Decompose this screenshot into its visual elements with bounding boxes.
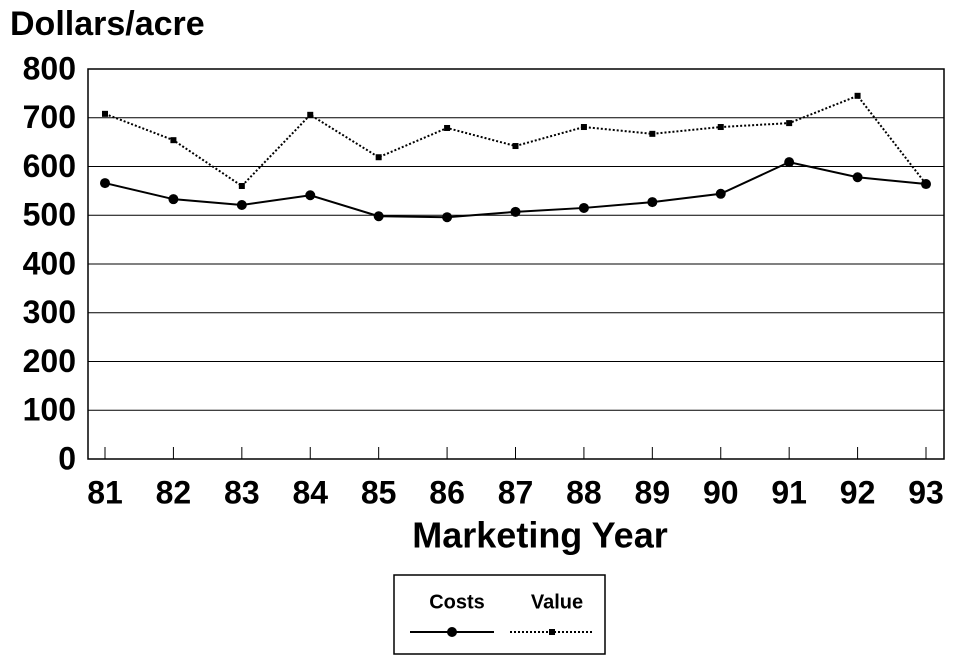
y-axis-title: Dollars/acre — [10, 5, 205, 43]
point — [442, 212, 453, 223]
y-tick-label: 100 — [23, 392, 76, 428]
y-tick-label: 300 — [23, 294, 76, 330]
y-tick-label: 400 — [23, 245, 76, 281]
x-tick-label: 89 — [635, 474, 671, 510]
point — [444, 124, 451, 131]
point — [100, 178, 110, 189]
x-tick-label: 93 — [908, 474, 944, 510]
point — [717, 124, 724, 131]
point — [549, 629, 555, 635]
point — [307, 111, 314, 118]
point — [647, 197, 658, 208]
x-axis-title: Marketing Year — [412, 515, 667, 556]
point — [649, 130, 656, 137]
y-tick-label: 500 — [23, 197, 76, 233]
legend-label: Value — [531, 591, 583, 613]
point — [375, 154, 382, 161]
y-tick-label: 0 — [58, 440, 76, 476]
point — [447, 627, 457, 637]
legend-box — [393, 574, 606, 655]
y-tick-label: 200 — [23, 343, 76, 379]
point — [170, 137, 177, 144]
x-tick-label: 84 — [292, 474, 328, 510]
x-tick-label: 87 — [498, 474, 534, 510]
point — [852, 172, 863, 183]
point — [715, 188, 726, 199]
x-tick-label: 83 — [224, 474, 260, 510]
point — [373, 211, 384, 222]
x-tick-label: 82 — [156, 474, 192, 510]
series-line — [104, 94, 927, 188]
x-tick-label: 92 — [840, 474, 876, 510]
y-tick-label: 600 — [23, 148, 76, 184]
y-tick-label: 700 — [23, 99, 76, 135]
legend-label: Costs — [429, 591, 485, 613]
point — [238, 183, 245, 189]
x-tick-label: 90 — [703, 474, 739, 510]
point — [854, 92, 861, 99]
x-tick-label: 88 — [566, 474, 602, 510]
point — [786, 120, 793, 127]
point — [923, 181, 929, 188]
point — [236, 200, 247, 211]
point — [784, 157, 795, 168]
point — [168, 194, 179, 205]
point — [578, 202, 589, 213]
point — [510, 206, 521, 217]
x-tick-label: 86 — [429, 474, 465, 510]
x-tick-label: 81 — [87, 474, 123, 510]
x-tick-label: 85 — [361, 474, 397, 510]
x-tick-label: 91 — [771, 474, 807, 510]
point — [580, 124, 587, 131]
point — [512, 143, 519, 150]
point — [305, 190, 316, 201]
point — [102, 110, 108, 117]
y-tick-label: 800 — [23, 50, 76, 86]
